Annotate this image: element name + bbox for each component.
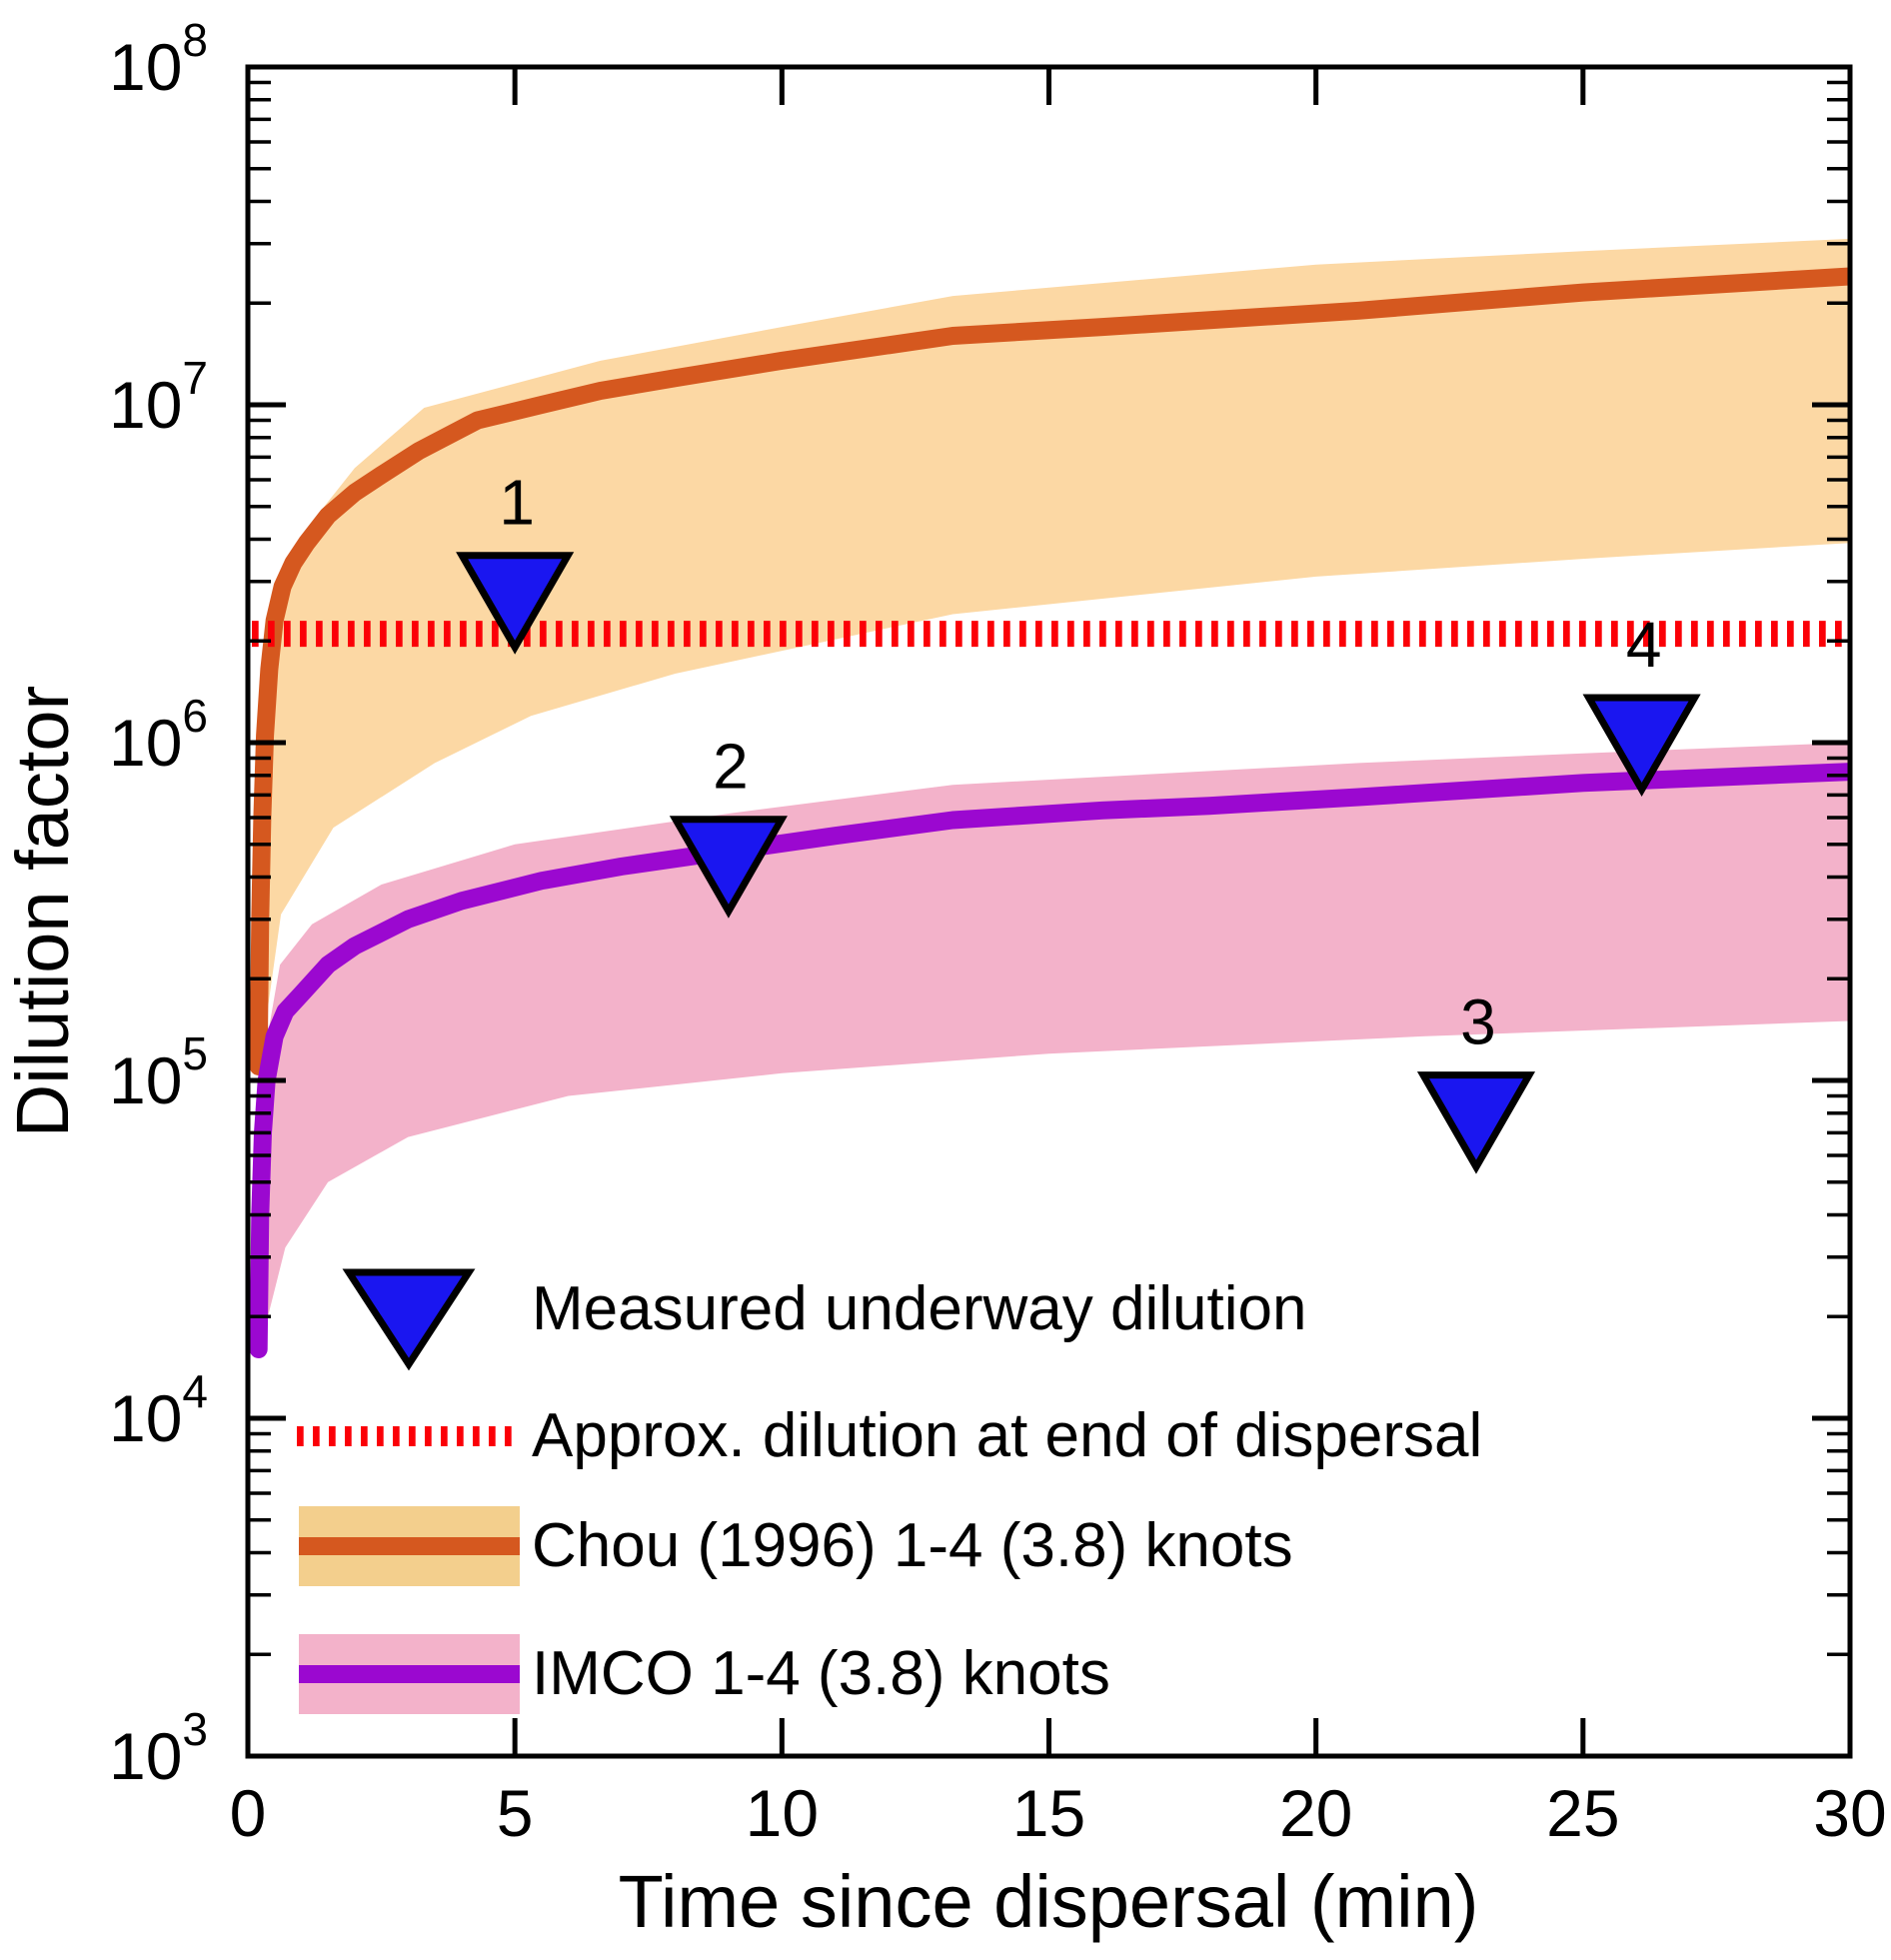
x-tick-label: 25 <box>1546 1776 1619 1850</box>
band-chou <box>259 238 1850 1066</box>
legend-label-approx-dilution: Approx. dilution at end of dispersal <box>532 1401 1482 1470</box>
x-tick-label: 20 <box>1279 1776 1352 1850</box>
measurement-number-label: 2 <box>713 731 749 803</box>
y-tick-label: 103 <box>109 1703 208 1793</box>
x-tick-label: 5 <box>497 1776 534 1850</box>
x-tick-label: 0 <box>230 1776 267 1850</box>
curve-chou <box>249 267 1850 1075</box>
y-tick-label: 107 <box>109 352 208 442</box>
legend-label-imco: IMCO 1-4 (3.8) knots <box>532 1639 1110 1708</box>
y-tick-label: 105 <box>109 1027 208 1117</box>
y-tick-label: 104 <box>109 1365 208 1455</box>
measured-dilution-marker <box>456 552 575 655</box>
x-tick-label: 30 <box>1813 1776 1886 1850</box>
measured-dilution-marker <box>1582 694 1701 798</box>
measured-dilution-marker <box>1416 1071 1536 1174</box>
legend-label-measured: Measured underway dilution <box>532 1274 1306 1343</box>
legend-label-chou: Chou (1996) 1-4 (3.8) knots <box>532 1511 1293 1580</box>
legend-marker-triangle <box>342 1268 476 1371</box>
measurement-number-label: 3 <box>1460 986 1496 1058</box>
x-tick-label: 15 <box>1012 1776 1085 1850</box>
measurement-number-label: 4 <box>1626 609 1662 681</box>
curve-imco <box>249 763 1850 1358</box>
measurement-number-label: 1 <box>499 467 535 539</box>
band-imco <box>259 743 1850 1349</box>
x-tick-label: 10 <box>746 1776 819 1850</box>
y-tick-label: 106 <box>109 690 208 780</box>
measured-dilution-marker <box>669 816 788 919</box>
y-tick-label: 108 <box>109 14 208 104</box>
y-axis-title: Dilution factor <box>1 686 84 1137</box>
x-axis-title: Time since dispersal (min) <box>619 1860 1479 1943</box>
